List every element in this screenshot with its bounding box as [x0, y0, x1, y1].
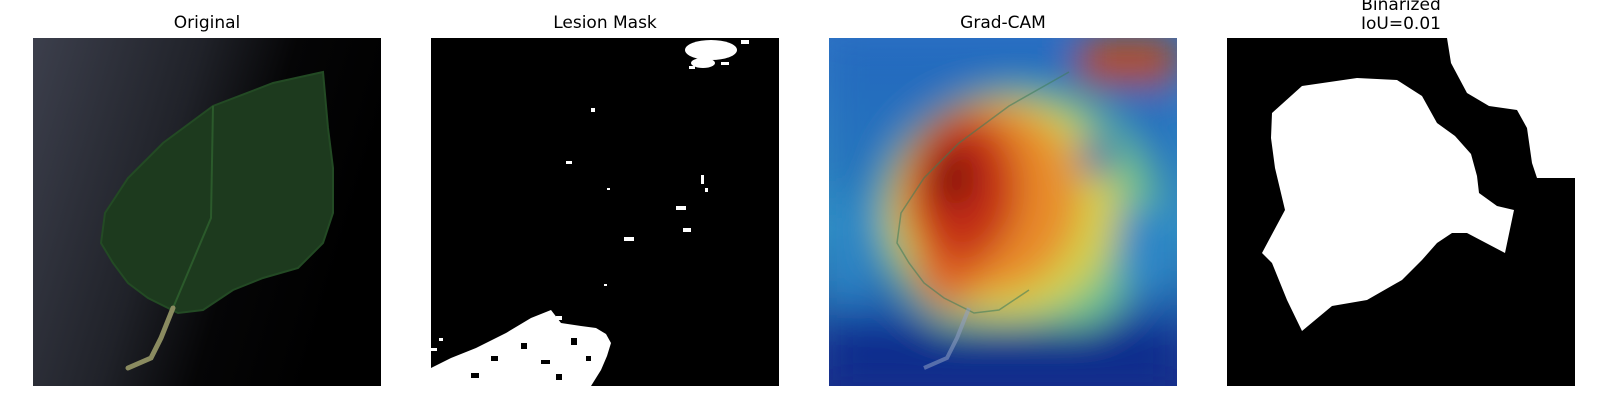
binarized-image: [1227, 38, 1575, 386]
gradcam-image: [829, 38, 1177, 386]
leaf-stem: [125, 305, 176, 371]
original-image: [33, 38, 381, 386]
binary-lesion-mask: [431, 38, 779, 386]
binarized-gradcam-mask: [1227, 38, 1575, 386]
gradcam-heatmap-overlay: [829, 38, 1177, 386]
lesion-mask-image: [431, 38, 779, 386]
binarized-corner-region: [1447, 38, 1575, 178]
panel-title-lesion-mask: Lesion Mask: [553, 13, 657, 33]
panel-title-original: Original: [173, 13, 241, 33]
leaf-shape: [99, 70, 334, 315]
panel-title-binarized: Binarized IoU=0.01: [1361, 0, 1441, 34]
panel-title-gradcam: Grad-CAM: [960, 13, 1046, 33]
binarized-main-region: [1262, 78, 1514, 331]
original-leaf-photo: [33, 38, 381, 386]
